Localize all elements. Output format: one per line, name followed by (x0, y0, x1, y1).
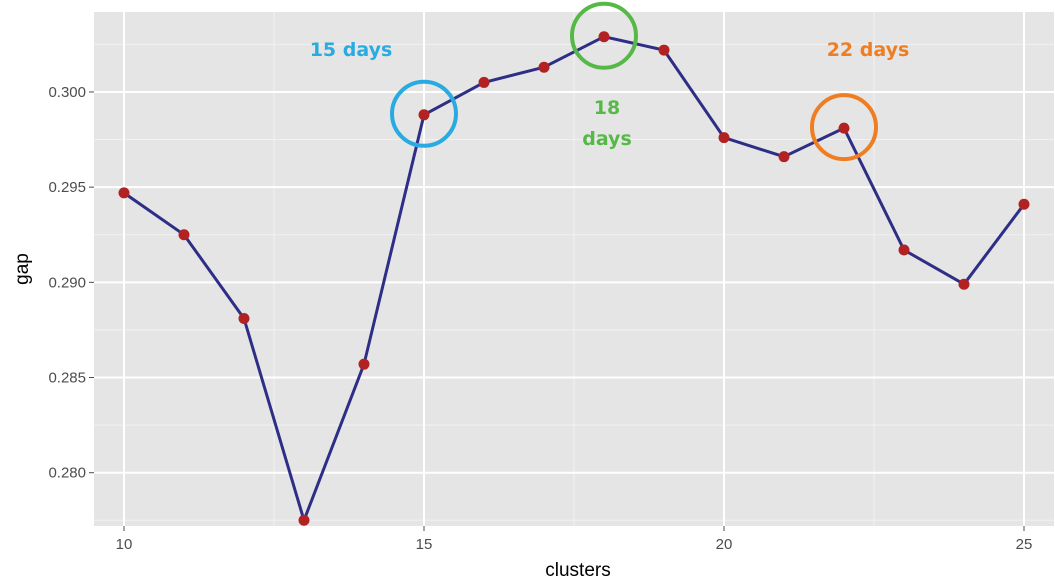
highlight-circles (390, 1, 878, 162)
highlight-circle (570, 1, 638, 70)
annotation-18-days-number: 18 (594, 97, 620, 119)
series-line (123, 35, 1026, 522)
y-tick-label: 0.295 (48, 179, 86, 196)
x-tick-label: 20 (716, 536, 733, 553)
data-point (598, 31, 610, 43)
highlight-circle (390, 79, 458, 148)
major-grid (94, 12, 1054, 526)
x-tick-label: 10 (116, 536, 133, 553)
x-tick-label: 25 (1016, 536, 1033, 553)
data-point (418, 109, 430, 121)
data-point (778, 151, 790, 163)
y-tick-label: 0.280 (48, 465, 86, 482)
data-point (838, 122, 850, 134)
y-axis-title: gap (12, 253, 33, 285)
data-point (538, 61, 550, 73)
x-axis-title: clusters (545, 560, 610, 581)
data-point (658, 44, 670, 56)
data-point (118, 187, 130, 199)
data-point (238, 312, 250, 324)
data-point (178, 229, 190, 241)
annotation-labels: 15 days 18 days 22 days (310, 39, 910, 150)
data-point (1018, 198, 1030, 210)
y-axis: 0.280 0.285 0.290 0.295 0.300 (48, 84, 94, 482)
y-tick-label: 0.285 (48, 370, 86, 387)
data-point (298, 514, 310, 526)
y-tick-label: 0.290 (48, 274, 86, 291)
minor-grid (94, 12, 1054, 526)
series-points-group (118, 31, 1030, 526)
data-point (718, 132, 730, 144)
annotation-18-days-unit: days (582, 128, 632, 150)
data-point (958, 278, 970, 290)
data-point (478, 76, 490, 88)
x-axis: 10 15 20 25 (116, 526, 1033, 553)
y-tick-label: 0.300 (48, 84, 86, 101)
x-tick-label: 15 (416, 536, 433, 553)
data-point (358, 358, 370, 370)
annotation-22-days: 22 days (827, 39, 910, 61)
data-point (898, 244, 910, 256)
series-line-group (123, 35, 1026, 522)
annotation-15-days: 15 days (310, 39, 393, 61)
highlight-circle (810, 93, 878, 162)
